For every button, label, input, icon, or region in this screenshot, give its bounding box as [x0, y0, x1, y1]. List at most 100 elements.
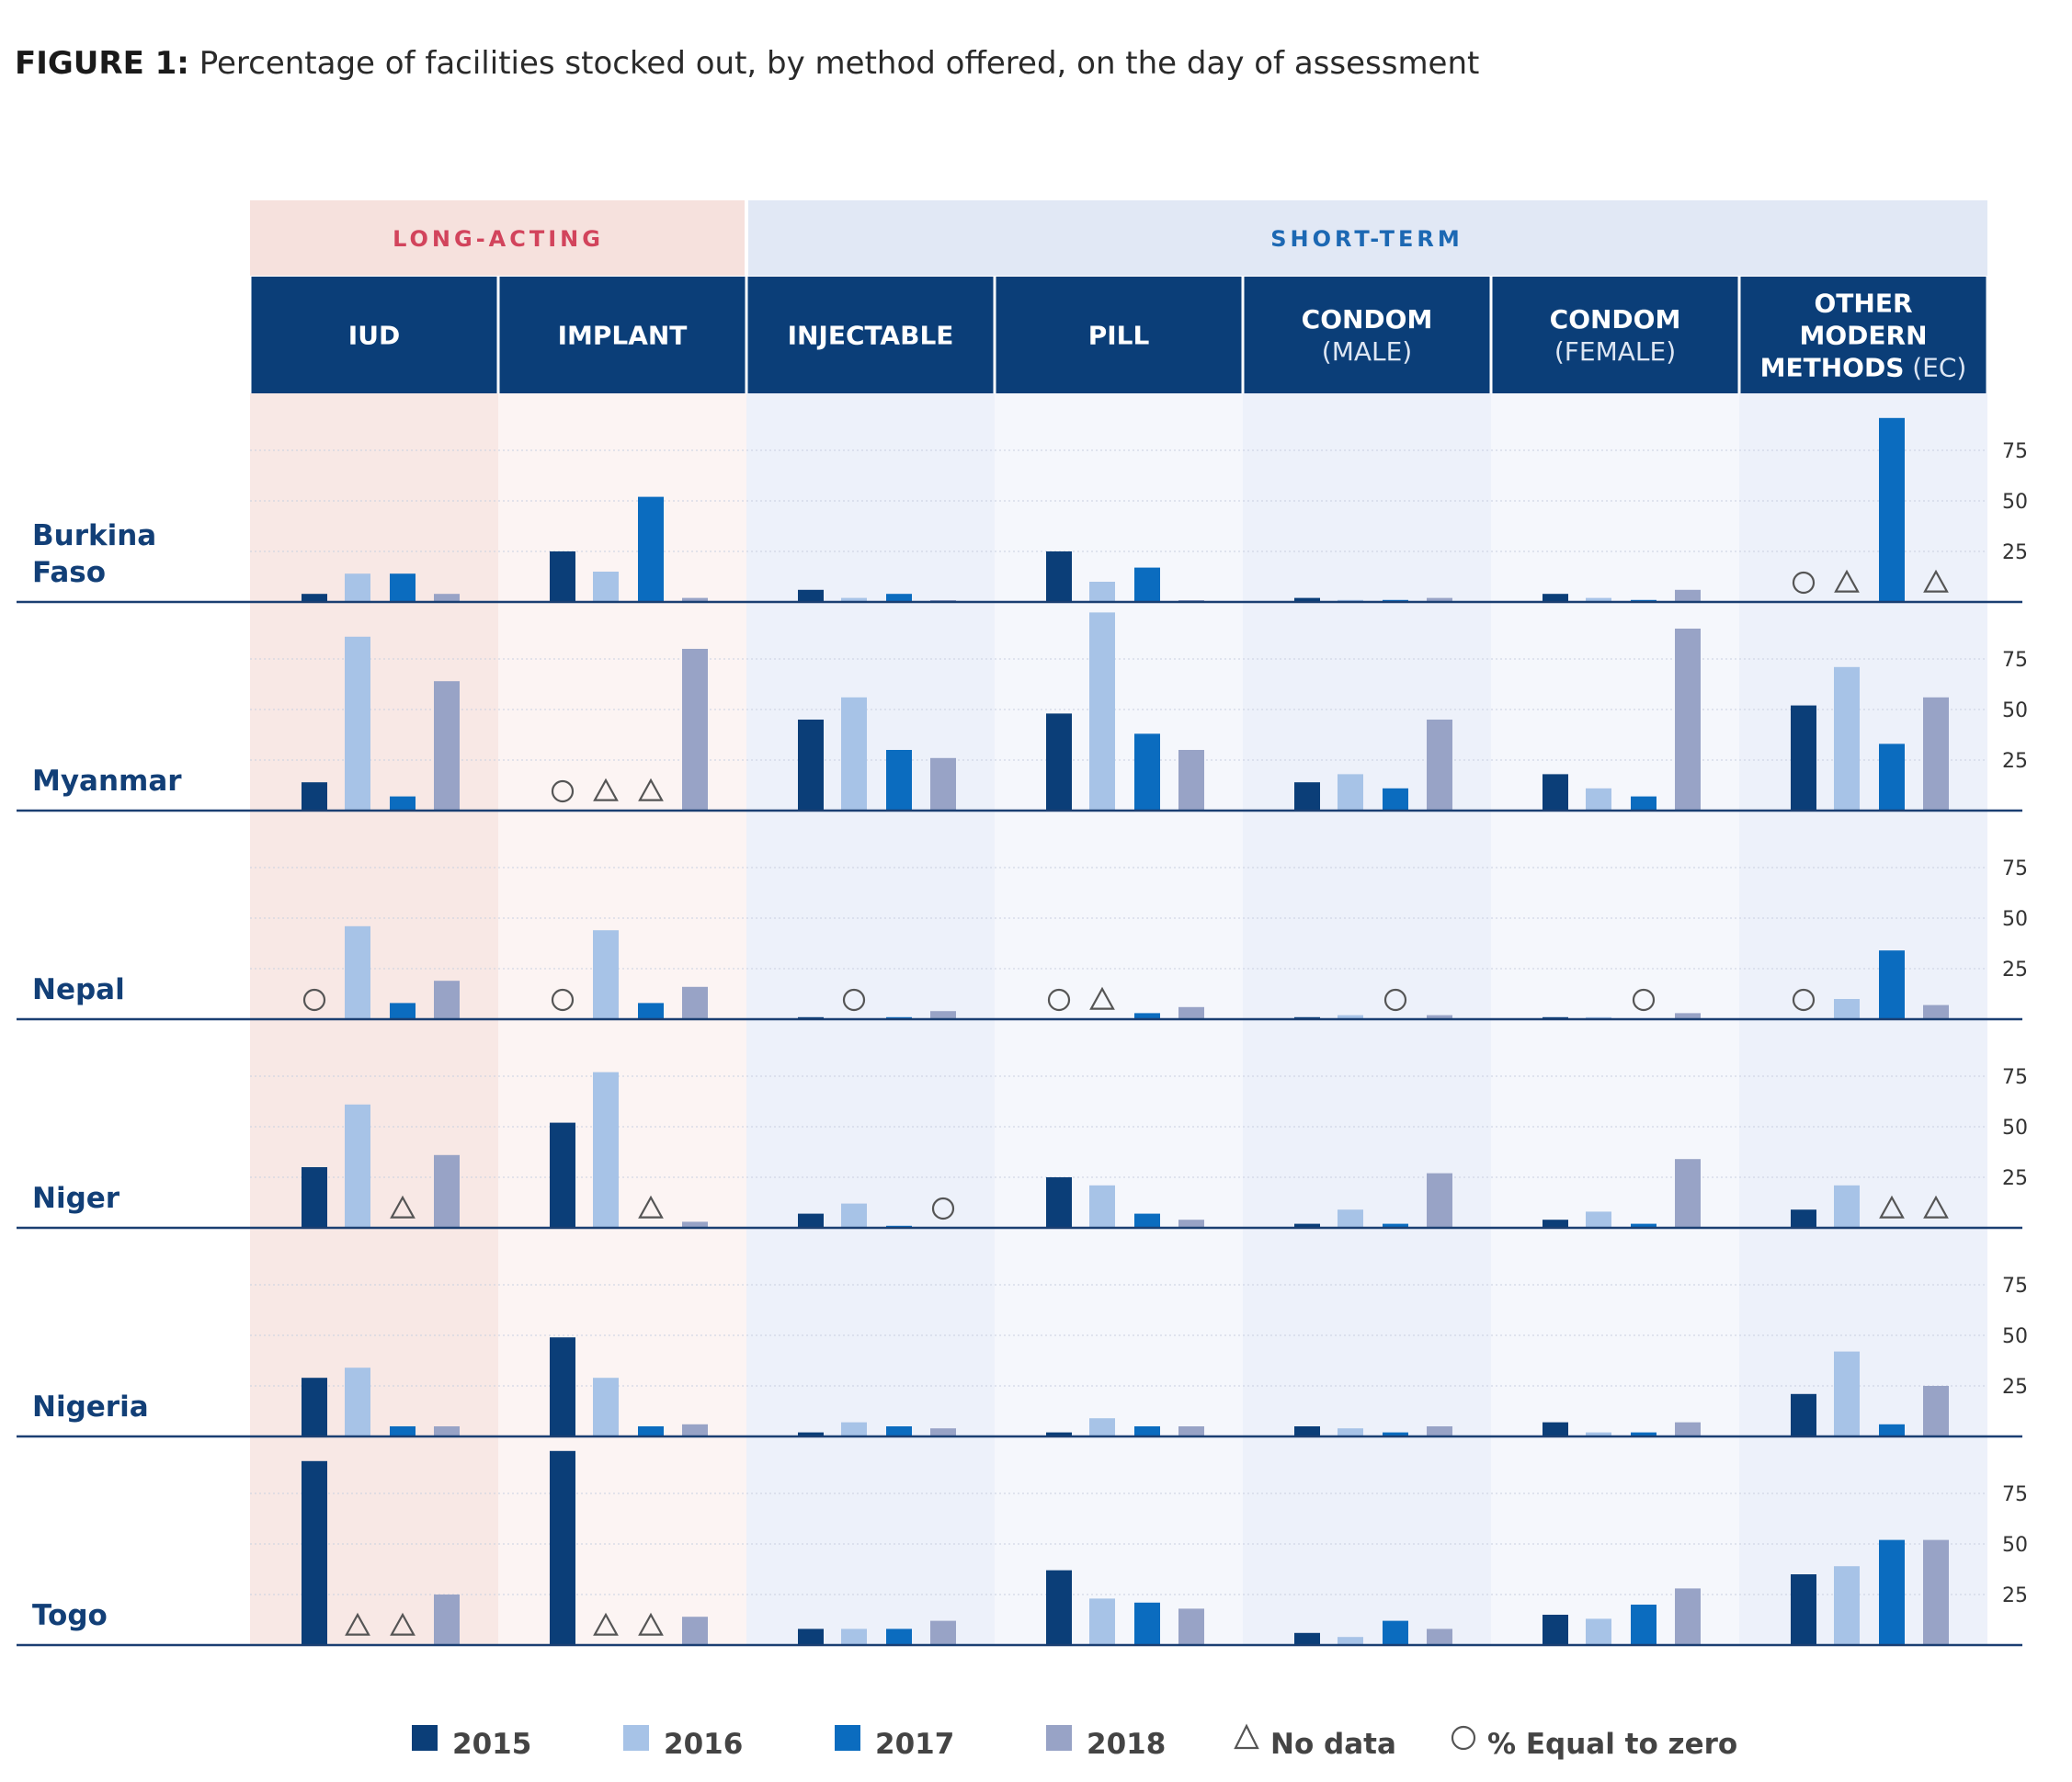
method-header-label: METHODS (EC)	[1760, 353, 1967, 383]
bar-2015	[1294, 782, 1320, 811]
bar-2018	[1923, 1005, 1949, 1019]
bar-2018	[1178, 1220, 1204, 1228]
no-data-marker-triangle	[638, 1195, 664, 1219]
bar-2016	[345, 1368, 370, 1436]
y-tick-label: 50	[2002, 1117, 2028, 1140]
bar-2015	[1791, 705, 1816, 811]
bar-2017	[390, 796, 416, 811]
bar-2017	[1383, 1620, 1408, 1645]
bar-2017	[1879, 417, 1905, 602]
bar-2017	[390, 1426, 416, 1436]
bar-2018	[930, 757, 956, 811]
bar-2018	[930, 1428, 956, 1436]
zero-marker-circle	[842, 988, 866, 1012]
no-data-marker-triangle	[1834, 569, 1860, 593]
bar-2016	[1586, 597, 1611, 602]
no-data-marker-triangle	[593, 777, 619, 801]
method-header-bg	[499, 277, 746, 393]
bar-2016	[1586, 1618, 1611, 1645]
bar-2017	[1134, 1602, 1160, 1645]
bar-2015	[1791, 1209, 1816, 1228]
method-header-main: IMPLANT	[558, 321, 688, 351]
bar-2016	[1089, 582, 1115, 602]
bar-2018	[1178, 750, 1204, 811]
bar-2017	[1134, 1013, 1160, 1019]
country-label: Niger	[32, 1182, 120, 1215]
bar-2015	[1294, 1426, 1320, 1436]
zero-marker-circle	[931, 1197, 955, 1220]
bar-2016	[1338, 1209, 1363, 1228]
bar-2015	[1543, 1422, 1568, 1436]
bar-2016	[1586, 1211, 1611, 1228]
bar-2018	[434, 981, 460, 1019]
bar-2017	[1383, 1223, 1408, 1228]
method-header-bg	[996, 277, 1242, 393]
method-header-label: (MALE)	[1322, 336, 1412, 367]
bar-2016	[1834, 1185, 1860, 1228]
country-label: Burkina	[32, 519, 156, 552]
no-data-marker-triangle	[1923, 1195, 1949, 1219]
method-header-label: IMPLANT	[558, 321, 688, 351]
bar-2018	[682, 597, 708, 602]
bar-2015	[302, 1167, 327, 1228]
bar-2017	[390, 573, 416, 602]
y-tick-label: 25	[2002, 959, 2028, 982]
no-data-marker-triangle	[638, 1612, 664, 1636]
country-label: Nepal	[32, 973, 125, 1006]
bar-2015	[550, 1337, 575, 1436]
bar-2017	[886, 1629, 912, 1645]
bar-2015	[1294, 597, 1320, 602]
bar-2018	[682, 1221, 708, 1228]
method-header-sub: (EC)	[1904, 353, 1966, 383]
bar-2015	[302, 594, 327, 602]
bar-2018	[1675, 1159, 1701, 1228]
bar-2016	[841, 1629, 867, 1645]
country-labels: Burkina Faso Myanmar Nepal Niger Nigeria Togo	[32, 519, 182, 1632]
bar-2015	[1543, 1220, 1568, 1228]
y-tick-label: 25	[2002, 1584, 2028, 1607]
bar-2017	[1631, 1223, 1656, 1228]
legend-label: 2016	[664, 1728, 743, 1761]
bar-2018	[434, 594, 460, 602]
zero-marker-circle	[551, 988, 575, 1012]
bar-2018	[434, 1426, 460, 1436]
group-header-label: SHORT-TERM	[1270, 226, 1463, 252]
bar-2017	[1879, 1424, 1905, 1436]
bar-2016	[1834, 1351, 1860, 1436]
no-data-marker-triangle	[638, 777, 664, 801]
method-header-label: OTHER	[1814, 289, 1912, 319]
group-header-bg	[250, 200, 745, 276]
method-header-label: MODERN	[1799, 321, 1927, 351]
no-data-marker-triangle	[345, 1612, 370, 1636]
bar-series	[302, 417, 1949, 1645]
legend-swatch-2015	[412, 1725, 438, 1751]
method-headers: LONG-ACTING SHORT-TERM IUD IMPLANT INJECTABL…	[250, 200, 1987, 393]
bar-2018	[1675, 629, 1701, 811]
bar-2018	[1178, 1006, 1204, 1019]
method-header-bg	[747, 277, 994, 393]
bar-2016	[345, 573, 370, 602]
group-header-label: LONG-ACTING	[393, 226, 604, 252]
bar-2015	[1543, 774, 1568, 811]
bar-2015	[798, 589, 824, 602]
bar-2016	[593, 930, 619, 1019]
bar-2018	[930, 1620, 956, 1645]
legend-circle-icon	[1451, 1725, 1476, 1751]
bar-2016	[1089, 1185, 1115, 1228]
bar-2016	[1338, 1015, 1363, 1019]
country-label: Myanmar	[32, 765, 182, 798]
y-tick-label: 25	[2002, 1167, 2028, 1190]
legend-label: 2015	[452, 1728, 531, 1761]
bar-2016	[1586, 788, 1611, 811]
method-header-bg	[1492, 277, 1738, 393]
method-header-main: INJECTABLE	[788, 321, 954, 351]
bar-2018	[1427, 1426, 1452, 1436]
method-header-main: IUD	[348, 321, 400, 351]
bar-2015	[1791, 1574, 1816, 1645]
method-header-main: OTHER	[1814, 289, 1912, 319]
bar-2018	[434, 1154, 460, 1228]
method-header-bg	[251, 277, 497, 393]
legend-triangle-icon	[1234, 1723, 1259, 1750]
y-tick-label: 25	[2002, 541, 2028, 564]
bar-2015	[1294, 1632, 1320, 1645]
